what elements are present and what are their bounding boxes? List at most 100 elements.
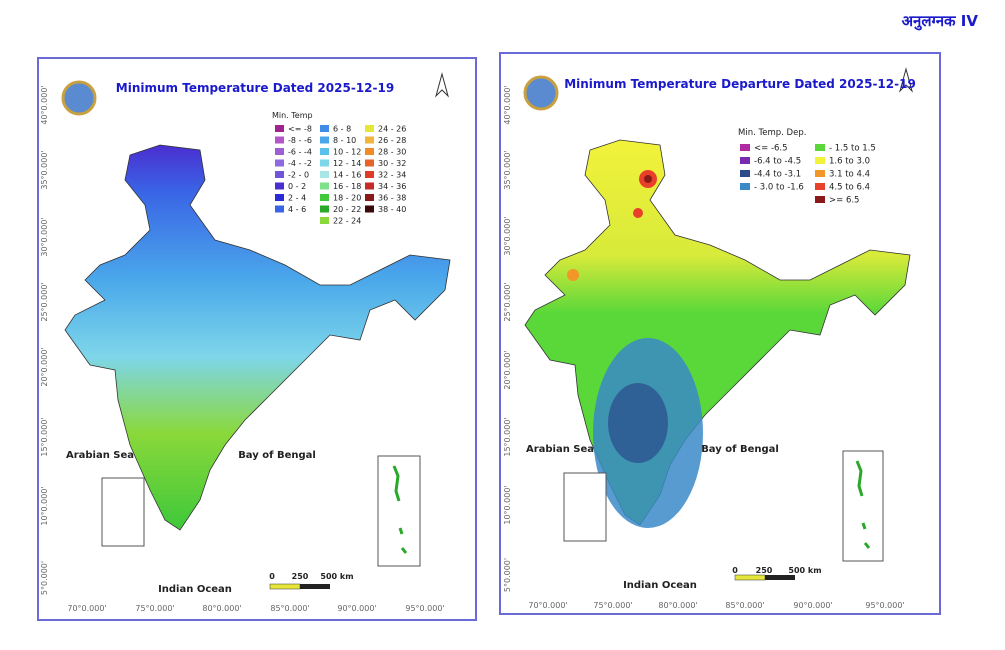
sea-label: Arabian Sea — [526, 444, 594, 455]
legend-swatch — [320, 205, 329, 213]
longitude-label: 75°0.000' — [135, 604, 174, 613]
scale-label: 250 — [756, 566, 773, 575]
legend-swatch — [815, 144, 825, 151]
legend-title: Min. Temp. Dep. — [738, 128, 806, 138]
legend-swatch — [740, 144, 750, 151]
legend-label: 2 - 4 — [288, 194, 306, 203]
legend-swatch — [815, 170, 825, 177]
longitude-label: 85°0.000' — [725, 601, 764, 610]
legend-swatch — [365, 194, 374, 201]
legend-label: 12 - 14 — [333, 159, 361, 168]
sea-label: Bay of Bengal — [238, 450, 316, 461]
legend-label: 8 - 10 — [333, 136, 356, 145]
legend-label: -8 - -6 — [288, 136, 312, 145]
legend-label: 4 - 6 — [288, 205, 306, 214]
latitude-label: 35°0.000' — [40, 150, 49, 189]
legend-swatch — [320, 171, 329, 178]
inset-box — [563, 472, 607, 542]
longitude-label: 80°0.000' — [658, 601, 697, 610]
longitude-label: 95°0.000' — [405, 604, 444, 613]
legend-swatch — [320, 159, 329, 167]
latitude-label: 30°0.000' — [503, 216, 512, 255]
legend-label: -6.4 to -4.5 — [754, 157, 801, 167]
india-map — [524, 139, 911, 528]
longitude-label: 75°0.000' — [593, 601, 632, 610]
latitude-label: 25°0.000' — [40, 282, 49, 321]
legend-title: Min. Temp — [272, 111, 313, 120]
legend-swatch — [275, 148, 284, 155]
legend-label: <= -6.5 — [754, 144, 788, 154]
legend-label: 28 - 30 — [378, 148, 406, 157]
legend-label: 3.1 to 4.4 — [829, 170, 870, 180]
latitude-label: 15°0.000' — [503, 417, 512, 456]
legend-swatch — [320, 136, 329, 144]
longitude-label: 90°0.000' — [337, 604, 376, 613]
legend-swatch — [365, 182, 374, 190]
legend-swatch — [365, 205, 374, 213]
legend-label: -4 - -2 — [288, 159, 312, 168]
scale-label: 500 km — [320, 572, 353, 581]
map-title: Minimum Temperature Departure Dated 2025… — [564, 77, 916, 91]
legend-swatch — [275, 171, 284, 178]
longitude-label: 85°0.000' — [270, 604, 309, 613]
islands — [855, 460, 871, 549]
emblem — [61, 80, 97, 116]
legend-label: 10 - 12 — [333, 148, 361, 157]
scale-label: 0 — [269, 572, 275, 581]
legend-swatch — [815, 196, 825, 203]
legend-swatch — [740, 157, 750, 164]
latitude-label: 35°0.000' — [503, 150, 512, 189]
latitude-label: 30°0.000' — [40, 217, 49, 256]
emblem — [523, 75, 559, 111]
legend-swatch — [365, 148, 374, 155]
legend-label: - 3.0 to -1.6 — [754, 183, 804, 193]
legend-swatch — [275, 194, 284, 201]
north-arrow — [899, 67, 913, 93]
legend-swatch — [320, 194, 329, 201]
legend-swatch — [320, 217, 329, 224]
legend-label: 16 - 18 — [333, 182, 361, 191]
legend-label: -2 - 0 — [288, 171, 309, 180]
map-title: Minimum Temperature Dated 2025-12-19 — [116, 81, 394, 95]
legend-label: 32 - 34 — [378, 171, 406, 180]
legend-label: <= -8 — [288, 125, 312, 134]
legend-swatch — [365, 125, 374, 132]
islands — [392, 465, 408, 554]
latitude-label: 20°0.000' — [40, 347, 49, 386]
north-arrow — [435, 72, 449, 98]
legend-swatch — [365, 171, 374, 178]
legend-label: 4.5 to 6.4 — [829, 183, 870, 193]
legend-label: 38 - 40 — [378, 205, 406, 214]
legend-swatch — [740, 183, 750, 190]
legend-label: 34 - 36 — [378, 182, 406, 191]
legend-swatch — [275, 182, 284, 190]
scale-bar — [734, 574, 766, 581]
legend-label: 0 - 2 — [288, 182, 306, 191]
latitude-label: 10°0.000' — [40, 486, 49, 525]
scale-bar — [269, 583, 301, 590]
legend-label: 14 - 16 — [333, 171, 361, 180]
latitude-label: 40°0.000' — [40, 85, 49, 124]
legend-label: 6 - 8 — [333, 125, 351, 134]
map-panel — [37, 57, 477, 621]
legend-label: - 1.5 to 1.5 — [829, 144, 876, 154]
scale-label: 0 — [732, 566, 738, 575]
sea-label: Arabian Sea — [66, 450, 134, 461]
legend-label: 26 - 28 — [378, 136, 406, 145]
legend-label: 36 - 38 — [378, 194, 406, 203]
legend-label: 18 - 20 — [333, 194, 361, 203]
latitude-label: 5°0.000' — [503, 558, 512, 592]
legend-swatch — [365, 159, 374, 167]
scale-bar — [300, 584, 330, 589]
legend-swatch — [320, 148, 329, 155]
scale-label: 250 — [292, 572, 309, 581]
longitude-label: 70°0.000' — [67, 604, 106, 613]
legend-swatch — [275, 125, 284, 132]
legend-label: 22 - 24 — [333, 217, 361, 226]
inset-box — [101, 477, 145, 547]
legend-label: 20 - 22 — [333, 205, 361, 214]
latitude-label: 25°0.000' — [503, 282, 512, 321]
legend-label: 24 - 26 — [378, 125, 406, 134]
